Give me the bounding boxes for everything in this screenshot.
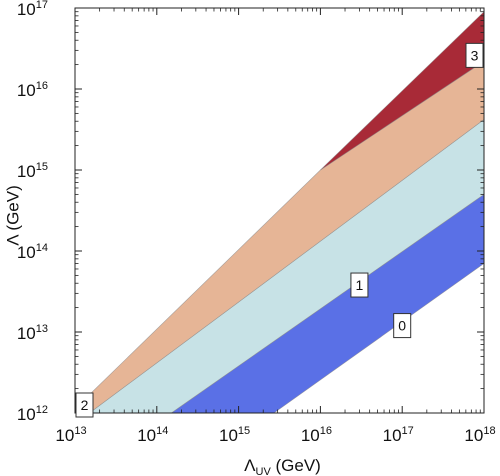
region-3-label-text: 3 bbox=[471, 47, 479, 63]
x-tick-label: 1017 bbox=[383, 425, 414, 445]
y-tick-label: 1017 bbox=[17, 0, 48, 19]
x-axis-title: ΛUV (GeV) bbox=[244, 456, 321, 476]
y-tick-label: 1013 bbox=[17, 323, 48, 343]
region-3-label: 3 bbox=[465, 42, 484, 68]
labels-layer: 0 1 2 3 bbox=[75, 42, 484, 418]
plot-frame bbox=[74, 7, 485, 414]
region-1-label-text: 1 bbox=[356, 277, 364, 293]
region-0-label-box bbox=[393, 313, 412, 339]
region-2-label: 2 bbox=[75, 392, 94, 418]
y-tick-label: 1015 bbox=[17, 161, 48, 181]
y-tick-label: 1012 bbox=[17, 404, 48, 424]
x-tick-label: 1013 bbox=[55, 425, 86, 445]
region-3-label-box bbox=[465, 42, 484, 68]
x-tick-label: 1014 bbox=[137, 425, 168, 445]
y-tick-label: 1016 bbox=[17, 80, 48, 100]
y-axis-title: Λ (GeV) bbox=[3, 185, 22, 245]
region-2-label-text: 2 bbox=[81, 397, 89, 413]
region-0-label-text: 0 bbox=[398, 318, 406, 334]
region-1-label: 1 bbox=[350, 272, 369, 298]
regions-layer bbox=[79, 10, 485, 414]
x-tick-label: 1018 bbox=[464, 425, 495, 445]
region-0-label: 0 bbox=[393, 313, 412, 339]
region-2-label-box bbox=[75, 392, 94, 418]
region-1-label-box bbox=[350, 272, 369, 298]
x-tick-label: 1016 bbox=[301, 425, 332, 445]
x-tick-label: 1015 bbox=[219, 425, 250, 445]
